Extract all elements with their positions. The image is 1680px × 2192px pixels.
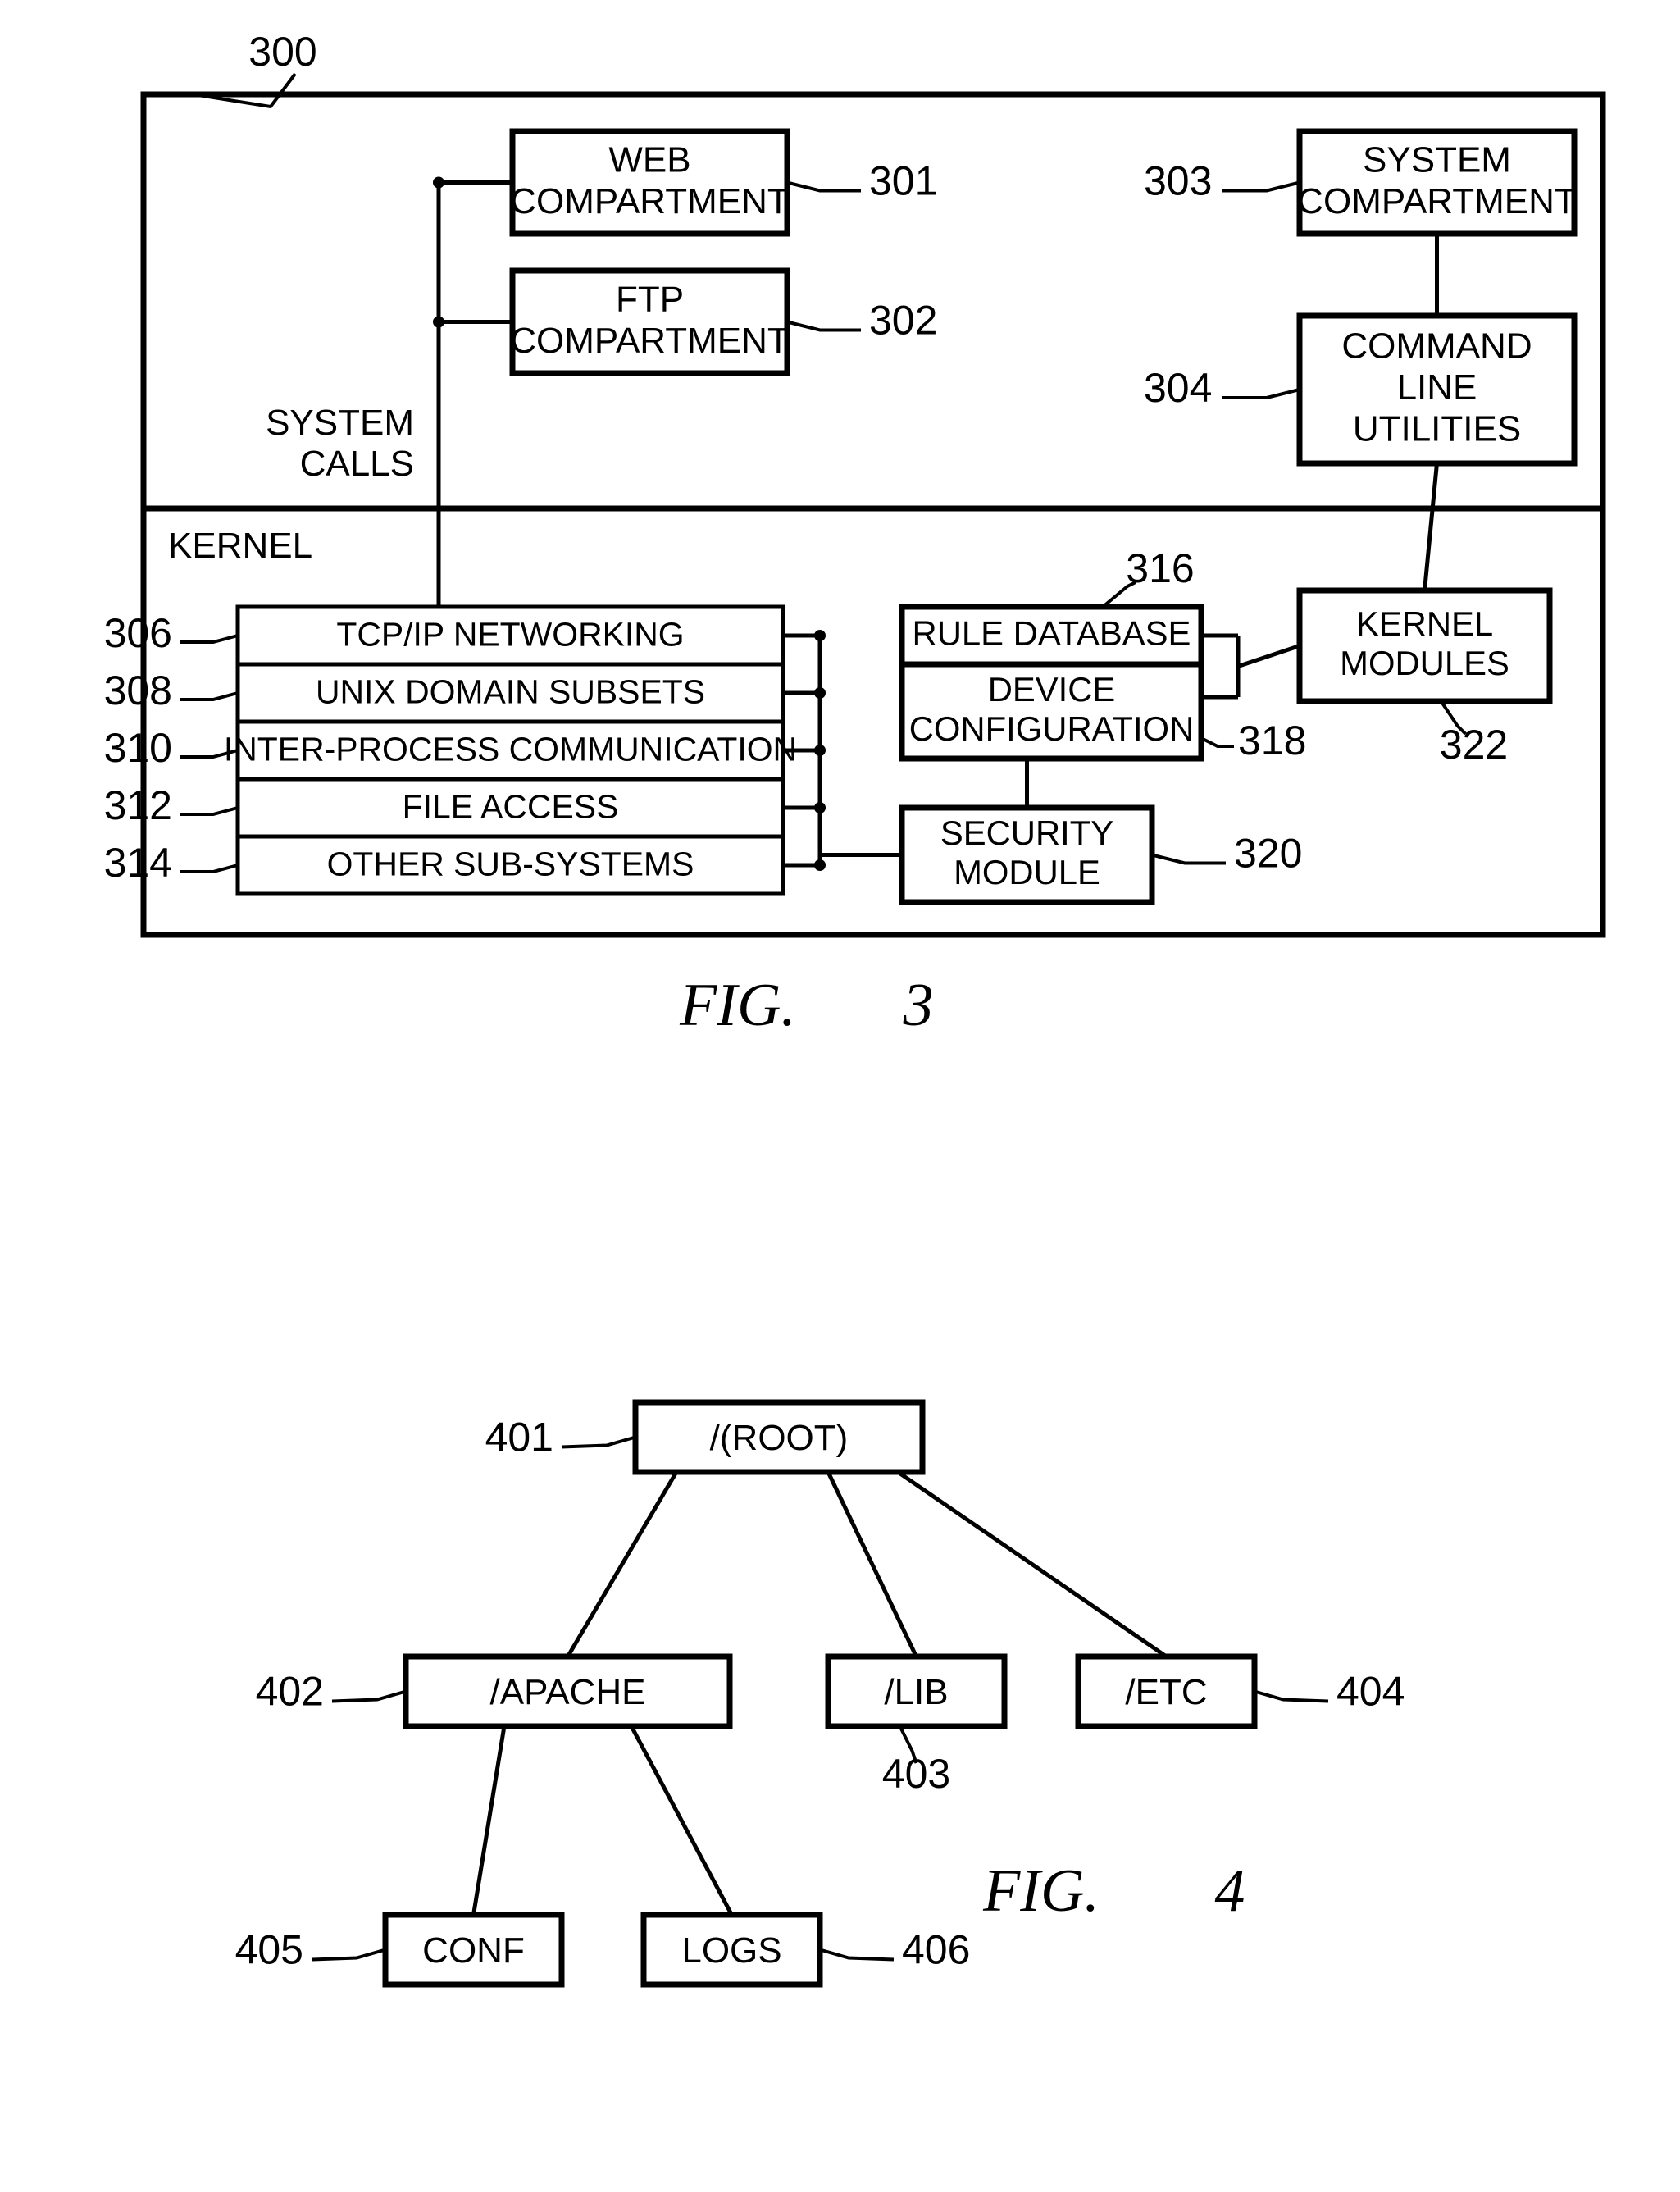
ref-403: 403 (882, 1751, 950, 1797)
ref-308: 308 (104, 668, 172, 713)
device-configuration-box-line1: CONFIGURATION (909, 709, 1195, 748)
ref-406: 406 (902, 1927, 970, 1973)
ref-316: 316 (1126, 545, 1194, 591)
web-compartment-box-line0: WEB (608, 139, 690, 180)
stack-row-1-text: UNIX DOMAIN SUBSETS (316, 673, 705, 711)
security-module-box-line1: MODULE (954, 853, 1100, 891)
node-logs-text: LOGS (681, 1930, 781, 1971)
kernel-modules-box-line0: KERNEL (1356, 604, 1493, 643)
label-system-calls-0: SYSTEM (266, 403, 414, 443)
edge-root-etc (898, 1472, 1167, 1657)
edge-apache-conf (474, 1726, 505, 1915)
ref-406-lead (820, 1950, 894, 1960)
junction-dot (433, 177, 444, 189)
ref-401: 401 (485, 1415, 553, 1461)
ftp-compartment-box-line1: COMPARTMENT (510, 321, 790, 361)
command-line-utilities-box-line1: LINE (1397, 367, 1477, 408)
security-module-box-line0: SECURITY (940, 813, 1113, 852)
device-configuration-box-line0: DEVICE (988, 670, 1116, 709)
ref-404: 404 (1336, 1669, 1405, 1715)
node-root-text: /(ROOT) (710, 1418, 849, 1458)
ref-401-lead (562, 1438, 635, 1447)
ref-318: 318 (1238, 718, 1306, 763)
ref-304: 304 (1144, 365, 1212, 411)
ref-404-lead (1254, 1692, 1328, 1702)
node-conf-text: CONF (422, 1930, 525, 1971)
ref-303: 303 (1144, 158, 1212, 204)
node-etc-text: /ETC (1125, 1672, 1207, 1712)
node-apache-text: /APACHE (490, 1672, 646, 1712)
edge-root-apache (568, 1472, 677, 1657)
fig4-caption-num: 4 (1215, 1857, 1245, 1925)
ref-322: 322 (1440, 722, 1508, 768)
node-lib-text: /LIB (884, 1672, 948, 1712)
stack-row-2-text: INTER-PROCESS COMMUNICATION (224, 731, 797, 768)
rule-database-box-line0: RULE DATABASE (913, 613, 1191, 652)
stack-row-0-text: TCP/IP NETWORKING (336, 616, 684, 654)
label-kernel: KERNEL (168, 526, 312, 566)
junction-dot (433, 317, 444, 328)
command-line-utilities-box-line0: COMMAND (1341, 326, 1532, 367)
system-compartment-box-line0: SYSTEM (1363, 139, 1511, 180)
ref-405: 405 (235, 1927, 303, 1973)
stack-row-3-text: FILE ACCESS (403, 788, 619, 826)
edge-root-lib (828, 1472, 917, 1657)
command-line-utilities-box-line2: UTILITIES (1353, 409, 1521, 449)
label-system-calls-1: CALLS (300, 444, 414, 484)
system-compartment-box-line1: COMPARTMENT (1297, 181, 1577, 221)
stack-row-4-text: OTHER SUB-SYSTEMS (327, 845, 694, 883)
edge-apache-logs (631, 1726, 732, 1915)
ref-402: 402 (256, 1669, 324, 1715)
fig3-caption-num: 3 (903, 972, 934, 1039)
ref-314: 314 (104, 840, 172, 886)
ref-306: 306 (104, 610, 172, 656)
ref-310: 310 (104, 725, 172, 771)
kernel-modules-box-line1: MODULES (1340, 644, 1509, 682)
fig4-caption-word: FIG. (982, 1857, 1100, 1925)
ref-300: 300 (248, 29, 316, 75)
ref-302: 302 (869, 298, 937, 344)
ref-320: 320 (1234, 831, 1302, 877)
ref-402-lead (332, 1692, 406, 1702)
ref-301: 301 (869, 158, 937, 204)
web-compartment-box-line1: COMPARTMENT (510, 181, 790, 221)
fig3-caption-word: FIG. (679, 972, 796, 1039)
ref-312: 312 (104, 782, 172, 828)
ftp-compartment-box-line0: FTP (616, 279, 684, 319)
ref-405-lead (312, 1950, 385, 1960)
